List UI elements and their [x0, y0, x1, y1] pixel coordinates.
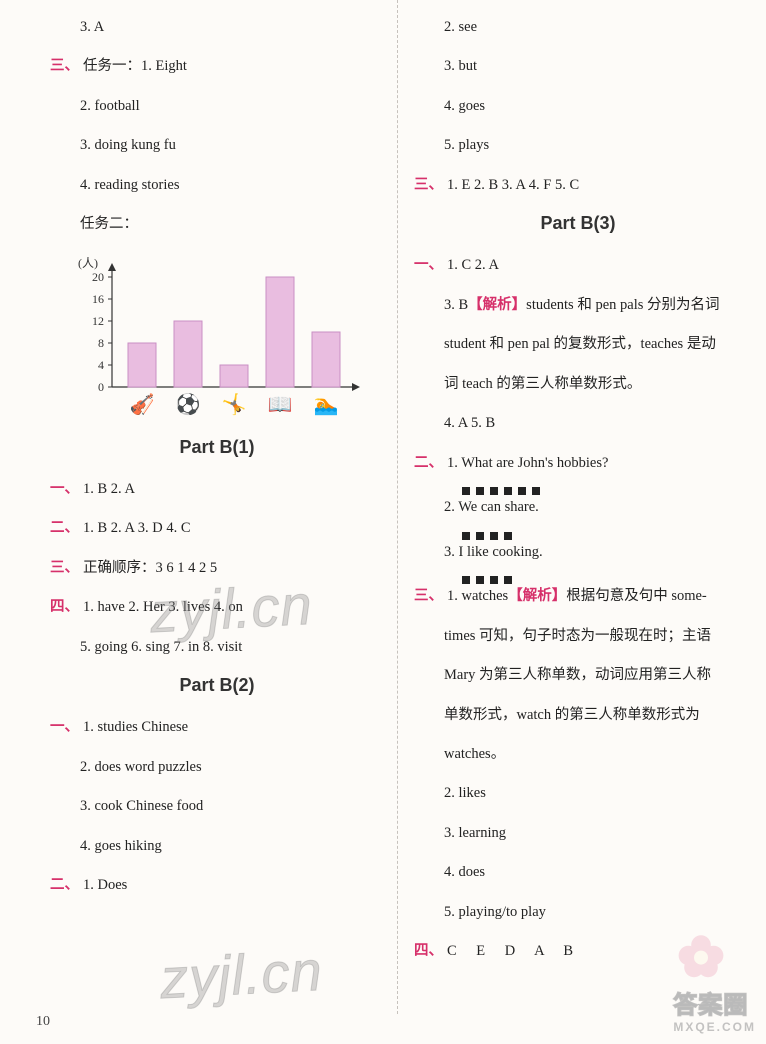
svg-text:(人): (人) [78, 256, 98, 270]
b3-san-4: 4. does [414, 861, 742, 883]
part-b1-title: Part B(1) [50, 437, 384, 458]
b3-er-1: 1. What are John's hobbies? [447, 452, 608, 474]
svg-text:0: 0 [98, 380, 104, 394]
answer-line: 3. A [50, 16, 384, 38]
b3-si-ans: C E D A B [447, 940, 581, 962]
flower-decoration-icon [666, 924, 736, 994]
svg-text:⚽: ⚽ [175, 392, 201, 416]
b2-2: 2. does word puzzles [50, 756, 384, 778]
b2-er-1: 1. Does [83, 874, 127, 896]
b3-3-body3: 词 teach 的第三人称单数形式。 [414, 373, 742, 395]
b3-san-1-head: 1. watches [447, 585, 508, 607]
yi-marker: 一、 [50, 478, 79, 500]
b3-yi-12: 1. C 2. A [447, 254, 499, 276]
b1-er-ans: 1. B 2. A 3. D 4. C [83, 517, 191, 539]
b3-3-body2: student 和 pen pal 的复数形式，teaches 是动 [414, 333, 742, 355]
task1-item1: 1. Eight [141, 55, 187, 77]
b3-er-2: 2. We can share. [414, 496, 742, 518]
analysis-tag-2: 【解析】 [508, 585, 566, 607]
b3-san-1-body1: 根据句意及句中 some- [566, 585, 707, 607]
b1-san: 三、 正确顺序： 3 6 1 4 2 5 [50, 557, 384, 579]
er-marker-2: 二、 [50, 874, 79, 896]
analysis-tag: 【解析】 [468, 294, 526, 316]
r2: 2. see [414, 16, 742, 38]
b3-3: 3. B 【解析】 students 和 pen pals 分别为名词 [414, 294, 742, 316]
b2-san-ans: 1. E 2. B 3. A 4. F 5. C [447, 174, 579, 196]
b1-si: 四、 1. have 2. Her 3. lives 4. on [50, 596, 384, 618]
si-marker: 四、 [50, 596, 79, 618]
svg-text:16: 16 [92, 292, 104, 306]
credit-sub: MXQE.COM [673, 1020, 756, 1034]
svg-text:📖: 📖 [268, 394, 293, 416]
b1-yi-ans: 1. B 2. A [83, 478, 135, 500]
b3-3-body1: students 和 pen pals 分别为名词 [526, 294, 719, 316]
b3-san: 三、 1. watches 【解析】 根据句意及句中 some- [414, 585, 742, 607]
r5: 5. plays [414, 134, 742, 156]
task1-item4: 4. reading stories [50, 174, 384, 196]
credit-main: 答案圈 [673, 992, 748, 1019]
san-marker: 三、 [50, 55, 79, 77]
b1-si-r1: 1. have 2. Her 3. lives 4. on [83, 596, 243, 618]
b3-yi: 一、 1. C 2. A [414, 254, 742, 276]
r4: 4. goes [414, 95, 742, 117]
er-marker: 二、 [50, 517, 79, 539]
si-marker-2: 四、 [414, 940, 443, 962]
b3-45: 4. A 5. B [414, 412, 742, 434]
svg-text:🎻: 🎻 [130, 392, 155, 416]
b1-san-ans: 3 6 1 4 2 5 [156, 557, 218, 579]
b3-3-head: 3. B [444, 294, 468, 316]
er-marker-3: 二、 [414, 452, 443, 474]
b1-si-r2: 5. going 6. sing 7. in 8. visit [50, 636, 384, 658]
part-b3-title: Part B(3) [414, 213, 742, 234]
task1-item2: 2. football [50, 95, 384, 117]
task1-label: 任务一： [83, 55, 141, 77]
b2-1: 1. studies Chinese [83, 716, 188, 738]
b3-san-3: 3. learning [414, 822, 742, 844]
b2-er: 二、 1. Does [50, 874, 384, 896]
san-marker-2: 三、 [50, 557, 79, 579]
svg-text:4: 4 [98, 358, 104, 372]
left-column: 3. A 三、 任务一： 1. Eight 2. football 3. doi… [50, 16, 396, 1016]
svg-text:🏊: 🏊 [314, 394, 339, 416]
b3-san-1-body4: 单数形式，watch 的第三人称单数形式为 [414, 704, 742, 726]
svg-text:🤸: 🤸 [222, 392, 247, 416]
order-label: 正确顺序： [83, 557, 156, 579]
task2-label: 任务二： [50, 213, 384, 235]
b2-yi: 一、 1. studies Chinese [50, 716, 384, 738]
b3-er-3: 3. I like cooking. [414, 541, 742, 563]
svg-text:8: 8 [98, 336, 104, 350]
san-marker-4: 三、 [414, 585, 443, 607]
credit-badge: 答案圈 MXQE.COM [673, 985, 756, 1034]
yi-marker-3: 一、 [414, 254, 443, 276]
b1-yi: 一、 1. B 2. A [50, 478, 384, 500]
b1-er: 二、 1. B 2. A 3. D 4. C [50, 517, 384, 539]
b3-san-5: 5. playing/to play [414, 901, 742, 923]
bar-chart: (人) 0 4 8 12 [68, 253, 384, 423]
yi-marker-2: 一、 [50, 716, 79, 738]
svg-text:12: 12 [92, 314, 104, 328]
b3-san-1-body2: times 可知，句子时态为一般现在时；主语 [414, 625, 742, 647]
b2-4: 4. goes hiking [50, 835, 384, 857]
page-number: 10 [36, 1014, 50, 1030]
right-column: 2. see 3. but 4. goes 5. plays 三、 1. E 2… [396, 16, 742, 1016]
svg-text:20: 20 [92, 270, 104, 284]
section-3-task1: 三、 任务一： 1. Eight [50, 55, 384, 77]
b3-san-1-body3: Mary 为第三人称单数，动词应用第三人称 [414, 664, 742, 686]
wavy-underline [414, 571, 742, 579]
b3-san-2: 2. likes [414, 782, 742, 804]
san-marker-3: 三、 [414, 174, 443, 196]
wavy-underline [414, 527, 742, 535]
r3: 3. but [414, 55, 742, 77]
b3-san-1-body5: watches。 [414, 743, 742, 765]
wavy-underline [414, 482, 742, 490]
task1-item3: 3. doing kung fu [50, 134, 384, 156]
chart-svg: (人) 0 4 8 12 [68, 253, 368, 423]
b2-san: 三、 1. E 2. B 3. A 4. F 5. C [414, 174, 742, 196]
b3-er: 二、 1. What are John's hobbies? [414, 452, 742, 474]
worksheet-page: 3. A 三、 任务一： 1. Eight 2. football 3. doi… [0, 0, 766, 1044]
part-b2-title: Part B(2) [50, 675, 384, 696]
b2-3: 3. cook Chinese food [50, 795, 384, 817]
